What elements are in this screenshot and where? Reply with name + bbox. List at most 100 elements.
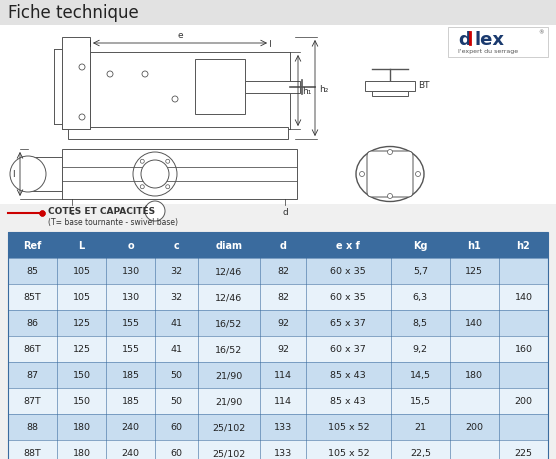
Text: 85: 85 xyxy=(27,267,38,276)
Bar xyxy=(448,28,548,58)
Text: 240: 240 xyxy=(122,448,140,458)
Bar xyxy=(8,362,548,388)
Bar xyxy=(0,0,556,26)
Text: Kg: Kg xyxy=(413,241,428,251)
Text: 150: 150 xyxy=(73,397,91,406)
Text: 65 x 37: 65 x 37 xyxy=(330,319,366,328)
Circle shape xyxy=(79,65,85,71)
Text: 60 x 37: 60 x 37 xyxy=(330,345,366,354)
Text: 14,5: 14,5 xyxy=(410,371,431,380)
Text: 133: 133 xyxy=(274,448,292,458)
Text: 225: 225 xyxy=(514,448,533,458)
Circle shape xyxy=(141,161,169,189)
Text: 16/52: 16/52 xyxy=(215,345,242,354)
Text: 16/52: 16/52 xyxy=(215,319,242,328)
Bar xyxy=(8,440,548,459)
Bar xyxy=(0,26,556,205)
Text: 125: 125 xyxy=(73,319,91,328)
Text: 130: 130 xyxy=(122,293,140,302)
Text: 86: 86 xyxy=(27,319,38,328)
Text: 60: 60 xyxy=(171,423,182,431)
Text: c: c xyxy=(173,241,180,251)
Text: d: d xyxy=(280,241,286,251)
Bar xyxy=(62,53,290,130)
Circle shape xyxy=(140,160,144,164)
Text: 6,3: 6,3 xyxy=(413,293,428,302)
Text: l'expert du serrage: l'expert du serrage xyxy=(458,50,518,54)
Text: 41: 41 xyxy=(171,319,182,328)
Bar xyxy=(8,233,548,459)
Text: Ref: Ref xyxy=(23,241,42,251)
Circle shape xyxy=(172,97,178,103)
Text: 105: 105 xyxy=(73,267,91,276)
Text: 60 x 35: 60 x 35 xyxy=(330,267,366,276)
Text: 240: 240 xyxy=(122,423,140,431)
Text: 15,5: 15,5 xyxy=(410,397,431,406)
Text: 180: 180 xyxy=(73,423,91,431)
Bar xyxy=(28,157,62,191)
Text: c: c xyxy=(70,207,75,217)
Text: 50: 50 xyxy=(171,397,182,406)
Text: ®: ® xyxy=(538,30,544,35)
Text: 160: 160 xyxy=(514,345,533,354)
Bar xyxy=(62,150,297,200)
Text: 87T: 87T xyxy=(24,397,41,406)
Text: e x f: e x f xyxy=(336,241,360,251)
Text: 21/90: 21/90 xyxy=(215,371,242,380)
Text: 25/102: 25/102 xyxy=(212,423,246,431)
Bar xyxy=(8,414,548,440)
Text: 5,7: 5,7 xyxy=(413,267,428,276)
Bar xyxy=(372,92,408,97)
Text: 125: 125 xyxy=(465,267,483,276)
Text: 155: 155 xyxy=(122,319,140,328)
Bar xyxy=(8,258,548,285)
Bar xyxy=(8,233,548,258)
Text: 32: 32 xyxy=(171,267,182,276)
Text: Fiche technique: Fiche technique xyxy=(8,4,139,22)
Bar xyxy=(0,205,556,226)
Text: 185: 185 xyxy=(122,397,140,406)
Bar xyxy=(365,82,415,92)
Text: 86T: 86T xyxy=(24,345,41,354)
Text: 21: 21 xyxy=(414,423,426,431)
Text: 60: 60 xyxy=(171,448,182,458)
Circle shape xyxy=(360,172,365,177)
Text: 22,5: 22,5 xyxy=(410,448,431,458)
Text: lex: lex xyxy=(474,31,504,49)
Circle shape xyxy=(388,150,393,155)
Bar xyxy=(62,38,90,130)
Text: 114: 114 xyxy=(274,371,292,380)
Text: 82: 82 xyxy=(277,267,289,276)
Text: 114: 114 xyxy=(274,397,292,406)
Text: 105 x 52: 105 x 52 xyxy=(327,448,369,458)
Text: 150: 150 xyxy=(73,371,91,380)
Circle shape xyxy=(166,185,170,189)
Text: 8,5: 8,5 xyxy=(413,319,428,328)
Text: 140: 140 xyxy=(465,319,483,328)
Text: d: d xyxy=(282,207,288,217)
Bar xyxy=(68,128,288,140)
Text: (T= base tournante - swivel base): (T= base tournante - swivel base) xyxy=(48,218,178,227)
Text: 60 x 35: 60 x 35 xyxy=(330,293,366,302)
Circle shape xyxy=(79,115,85,121)
Text: 133: 133 xyxy=(274,423,292,431)
Text: L: L xyxy=(78,241,85,251)
Text: 85 x 43: 85 x 43 xyxy=(330,371,366,380)
Text: 12/46: 12/46 xyxy=(215,267,242,276)
Circle shape xyxy=(145,202,165,222)
Text: 92: 92 xyxy=(277,345,289,354)
Circle shape xyxy=(166,160,170,164)
Text: 21/90: 21/90 xyxy=(215,397,242,406)
Circle shape xyxy=(133,153,177,196)
Text: h2: h2 xyxy=(517,241,530,251)
Text: 140: 140 xyxy=(514,293,533,302)
Text: 85 x 43: 85 x 43 xyxy=(330,397,366,406)
Circle shape xyxy=(107,72,113,78)
Text: 88: 88 xyxy=(27,423,38,431)
Circle shape xyxy=(388,194,393,199)
Circle shape xyxy=(415,172,420,177)
Text: 25/102: 25/102 xyxy=(212,448,246,458)
Circle shape xyxy=(142,72,148,78)
Text: l: l xyxy=(12,170,15,179)
Text: 155: 155 xyxy=(122,345,140,354)
